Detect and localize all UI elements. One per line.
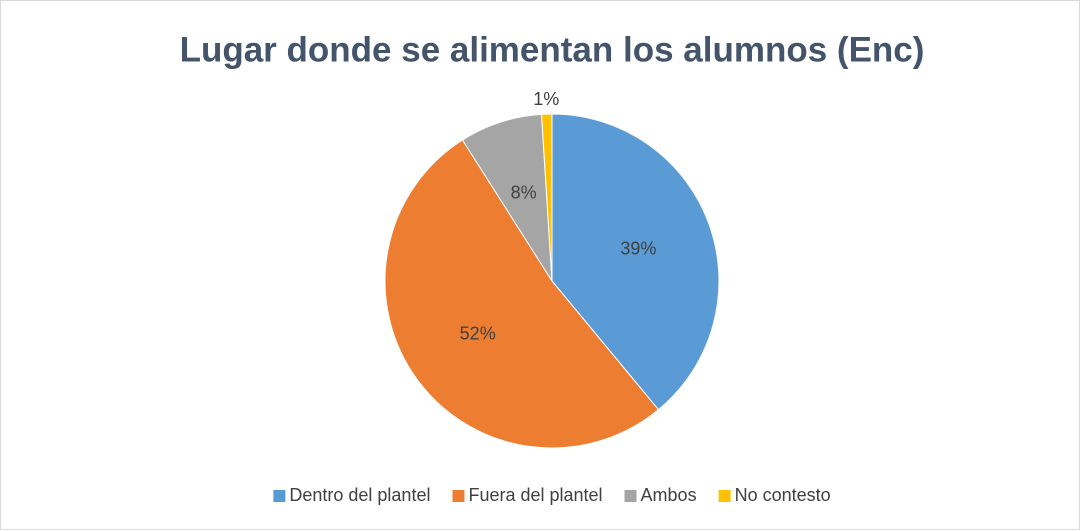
data-label: 1% [533,89,559,109]
legend-swatch [718,490,731,502]
data-label: 52% [460,324,496,344]
legend: Dentro del plantel Fuera del plantel Ambos… [273,485,831,505]
legend-swatch [452,490,465,502]
pie-slice [551,113,720,411]
legend-label: Fuera del plantel [468,485,602,505]
legend-swatch [624,490,637,502]
pie-slice [384,139,660,449]
data-label: 8% [511,182,537,202]
legend-swatch [273,490,286,502]
legend-label: Ambos [641,485,697,505]
data-label: 39% [620,239,656,259]
pie-slice [540,113,553,282]
legend-label: No contesto [735,485,831,505]
legend-label: Dentro del plantel [289,485,430,505]
chart-title: Lugar donde se alimentan los alumnos (En… [180,30,925,69]
